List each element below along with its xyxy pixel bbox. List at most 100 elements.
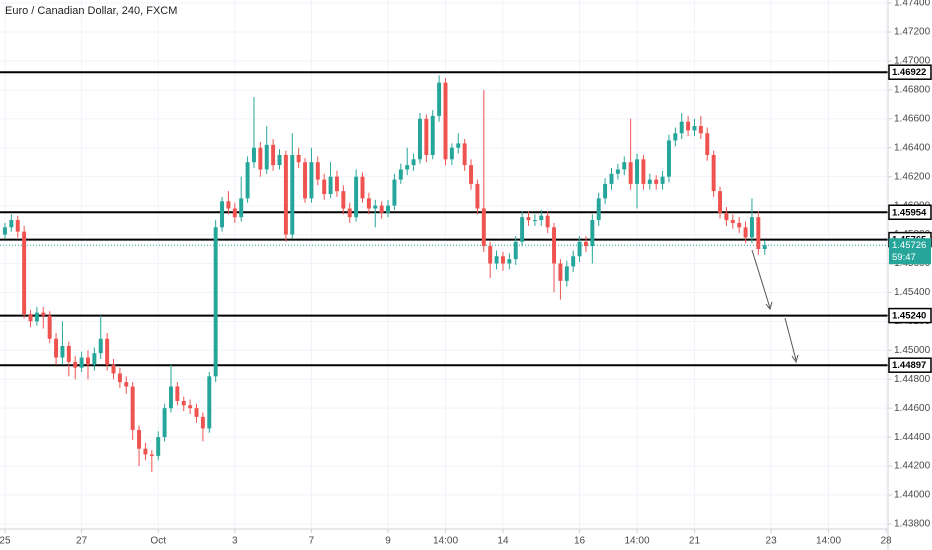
candle-body (673, 133, 678, 141)
candle-body (66, 345, 71, 362)
candle-body (149, 454, 154, 456)
candle-body (9, 220, 14, 228)
candle-body (679, 121, 684, 134)
candle-body (718, 191, 723, 213)
candle-body (85, 357, 90, 365)
candle-body (130, 386, 135, 430)
candle-body (698, 126, 703, 134)
candle-body (583, 241, 588, 247)
levels (0, 71, 888, 367)
candle-body (22, 231, 27, 315)
level-label-box (888, 357, 932, 373)
candle-body (226, 201, 231, 209)
y-tick-label: 1.46600 (894, 113, 931, 124)
candle-body (430, 115, 435, 155)
candle-body (437, 82, 442, 116)
candle-body (290, 154, 295, 235)
candle-body (552, 227, 557, 264)
candle-body (41, 312, 46, 316)
candle-body (264, 144, 269, 170)
candle-body (405, 165, 410, 170)
y-tick-label: 1.47200 (894, 27, 931, 38)
level-label-box (888, 204, 932, 221)
candle-body (590, 220, 595, 247)
candle-body (73, 361, 78, 368)
last-price-label: 1.45726 (892, 240, 926, 251)
chart-title: Euro / Canadian Dollar, 240, FXCM (5, 5, 177, 17)
candle-body (354, 176, 359, 218)
x-tick-label: 21 (689, 536, 701, 547)
candle-body (443, 82, 448, 160)
candle-body (615, 169, 620, 174)
candle-body (462, 143, 467, 166)
candle-body (3, 227, 7, 235)
candle-body (309, 162, 314, 199)
candle-body (105, 338, 110, 365)
y-tick-label: 1.44400 (894, 432, 931, 443)
candle-body (513, 241, 518, 260)
candle-body (341, 191, 346, 209)
price-labels: 1.469221.459541.457651.452401.448971.457… (888, 64, 932, 373)
candle-body (564, 266, 569, 281)
candle-body (756, 217, 761, 250)
candle-body (213, 227, 218, 377)
x-tick-label: 7 (309, 536, 315, 547)
x-tick-label: Oct (150, 536, 166, 547)
candle-body (641, 159, 646, 184)
candle-body (730, 220, 735, 223)
candle-body (283, 154, 288, 235)
candle-body (666, 140, 671, 177)
candle-body (622, 162, 627, 170)
candle-body (577, 241, 582, 257)
candle-body (334, 176, 339, 192)
candle-body (660, 176, 665, 184)
candle-body (271, 144, 276, 166)
level-label: 1.44897 (892, 360, 926, 371)
candle-body (628, 162, 633, 184)
y-tick-label: 1.45400 (894, 287, 931, 298)
forecast-arrows (751, 249, 799, 364)
last-price-box (889, 238, 931, 265)
y-tick-label: 1.44000 (894, 490, 931, 501)
candle-body (322, 179, 327, 195)
candle-body (111, 364, 116, 374)
y-tick-label: 1.44600 (894, 403, 931, 414)
candle-body (686, 121, 691, 131)
candle-body (411, 159, 416, 166)
arrow-head (765, 301, 773, 311)
x-tick-label: 28 (880, 536, 892, 547)
candle-body (200, 416, 205, 429)
candle-body (143, 448, 148, 455)
candle-body (181, 400, 186, 406)
candle-body (328, 176, 333, 195)
candle-body (245, 162, 250, 199)
candle-body (239, 198, 244, 218)
y-tick-label: 1.45000 (894, 345, 931, 356)
candle-body (60, 345, 65, 358)
candle-body (168, 386, 173, 409)
candle-body (532, 220, 537, 222)
candle-body (207, 376, 212, 429)
candle-body (507, 259, 512, 264)
candle-body (520, 217, 525, 242)
candle-body (654, 179, 659, 184)
x-tick-label: 3 (232, 536, 238, 547)
y-tick-label: 1.46200 (894, 171, 931, 182)
level-label: 1.45954 (892, 207, 927, 218)
candle-body (749, 217, 754, 238)
candle-body (558, 263, 563, 281)
candle-body (156, 437, 161, 456)
candles (3, 75, 767, 472)
candle-body (635, 159, 640, 184)
candle-body (737, 222, 742, 228)
candle-body (277, 154, 282, 166)
level-label-box (888, 307, 932, 324)
candle-body (379, 205, 384, 213)
candle-body (296, 154, 301, 163)
candle-body (705, 133, 710, 155)
candle-body (417, 118, 422, 160)
candle-body (469, 165, 474, 184)
y-tick-label: 1.46400 (894, 142, 931, 153)
candle-body (117, 373, 122, 383)
